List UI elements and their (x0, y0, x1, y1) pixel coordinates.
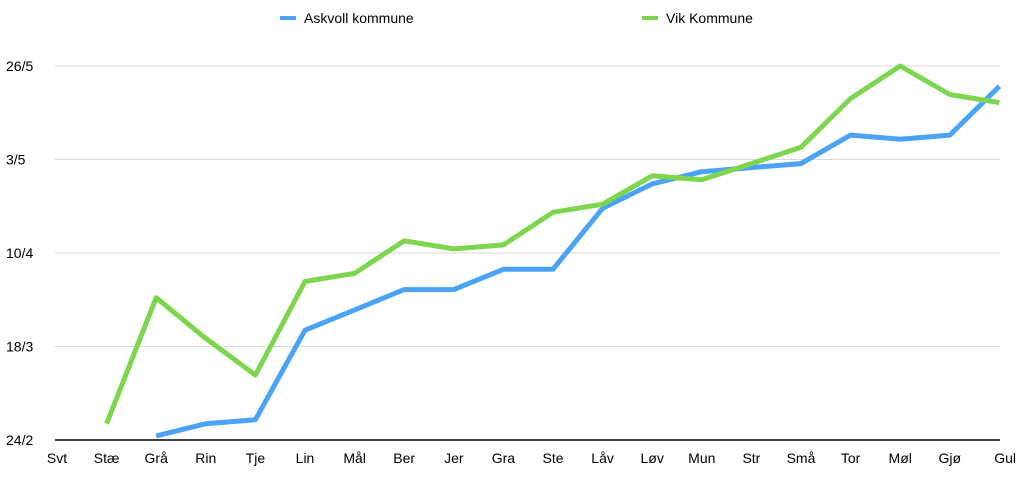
legend-label: Askvoll kommune (304, 10, 414, 26)
x-tick-label: Små (787, 450, 816, 466)
x-tick-label: Tje (246, 450, 266, 466)
x-tick-label: Rin (195, 450, 216, 466)
series-lines (104, 63, 1002, 439)
series-line-0 (155, 84, 1002, 439)
legend: Askvoll kommune Vik Kommune (280, 10, 753, 26)
y-tick-label: 24/2 (6, 432, 33, 448)
y-tick-label: 18/3 (6, 339, 33, 355)
x-tick-label: Jer (444, 450, 464, 466)
x-tick-label: Møl (889, 450, 912, 466)
x-tick-label: Svt (47, 450, 67, 466)
y-tick-label: 3/5 (6, 152, 26, 168)
x-axis-ticks: Svt Stæ Grå Rin Tje Lin Mål Ber Jer Gra Ste Låv Løv M… (47, 450, 1016, 466)
x-tick-label: Stæ (94, 450, 120, 466)
x-tick-label: Gul (994, 450, 1016, 466)
y-tick-label: 26/5 (6, 58, 33, 74)
series-line-1 (104, 63, 1000, 425)
x-tick-label: Str (742, 450, 760, 466)
x-tick-label: Grå (145, 450, 169, 466)
y-axis-ticks: 24/2 18/3 10/4 3/5 26/5 (6, 58, 33, 448)
x-tick-label: Mun (688, 450, 715, 466)
legend-label: Vik Kommune (666, 10, 753, 26)
x-tick-label: Låv (591, 450, 614, 466)
x-tick-label: Lin (296, 450, 315, 466)
x-tick-label: Ste (542, 450, 563, 466)
x-tick-label: Gjø (939, 450, 962, 466)
x-tick-label: Mål (343, 450, 366, 466)
x-tick-label: Ber (393, 450, 415, 466)
x-tick-label: Gra (492, 450, 516, 466)
gridlines (55, 65, 1000, 441)
y-tick-label: 10/4 (6, 245, 33, 261)
x-tick-label: Løv (641, 450, 664, 466)
x-tick-label: Tor (841, 450, 861, 466)
